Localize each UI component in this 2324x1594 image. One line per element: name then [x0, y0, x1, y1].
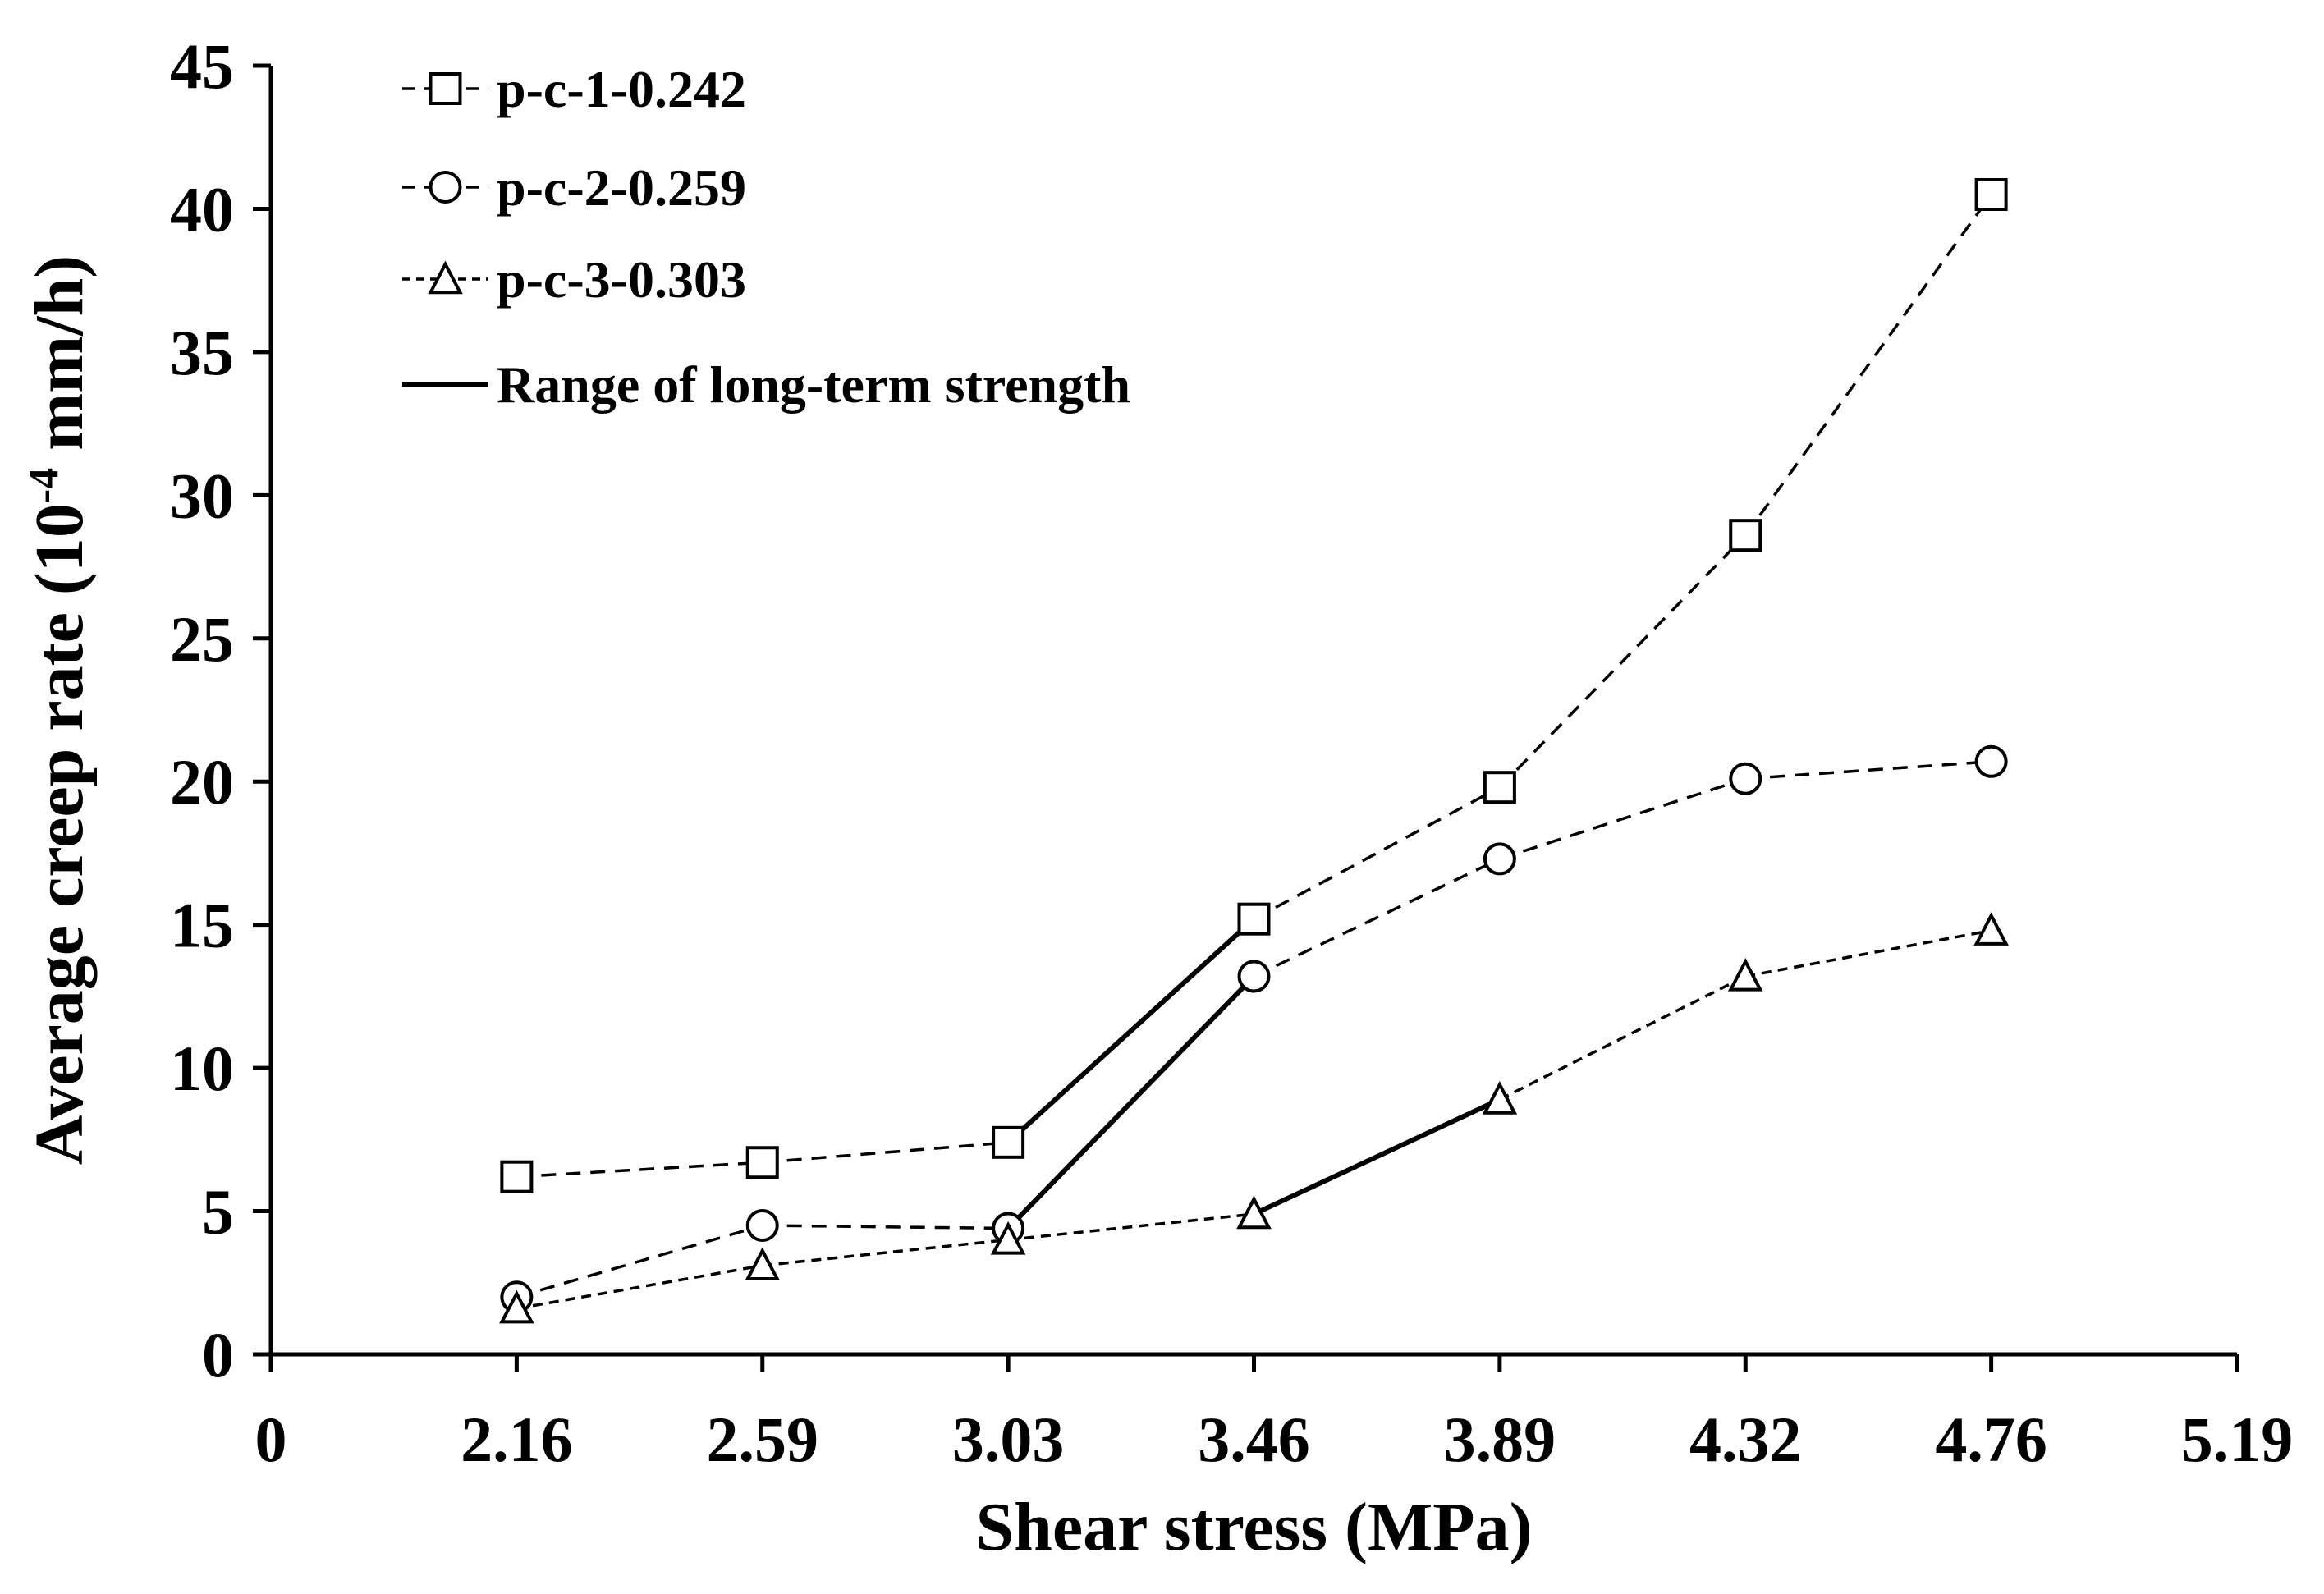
x-tick-label: 4.76 — [1935, 1404, 2047, 1475]
series-1-point — [500, 1160, 534, 1193]
y-tick-label: 5 — [202, 1176, 234, 1248]
legend-label-series-2: p-c-2-0.259 — [497, 158, 746, 217]
series-3-point — [745, 1247, 781, 1281]
series-3-segment — [1499, 974, 1747, 1102]
series-1-segment — [1744, 193, 1993, 537]
series-2-segment — [1745, 760, 1992, 781]
series-3-segment — [762, 1238, 1009, 1267]
legend-label-series-3: p-c-3-0.303 — [497, 250, 746, 309]
series-3-point — [990, 1221, 1026, 1255]
series-2-segment — [1253, 857, 1501, 978]
legend: p-c-1-0.242 p-c-2-0.259 p-c-3-0.303 Range o… — [402, 60, 1130, 414]
y-tick-label: 20 — [170, 746, 234, 818]
series-1-segment — [762, 1141, 1009, 1164]
x-tick-label: 3.89 — [1444, 1404, 1556, 1475]
series-3-segment — [1744, 928, 1992, 978]
series-2-segment — [762, 1224, 1009, 1230]
y-tick-label: 35 — [170, 317, 234, 388]
long-term-strength-segment — [1006, 974, 1256, 1230]
y-tick-label: 15 — [170, 890, 234, 961]
series-2-point — [745, 1209, 779, 1242]
series-lines — [516, 193, 1993, 1310]
x-tick-label: 3.03 — [952, 1404, 1065, 1475]
x-axis-title: Shear stress (MPa) — [975, 1489, 1532, 1565]
series-1-point — [1974, 178, 2008, 211]
series-2-point — [1237, 960, 1271, 993]
series-1-segment — [1498, 534, 1747, 789]
x-tick-label: 4.32 — [1689, 1404, 1802, 1475]
series-3-point — [1482, 1080, 1518, 1115]
series-3-point — [1236, 1195, 1272, 1230]
y-tick-label: 0 — [202, 1319, 234, 1390]
series-markers — [499, 178, 2009, 1324]
series-1-segment — [1253, 786, 1501, 921]
legend-marker-series-2 — [429, 171, 462, 204]
y-tick-label: 10 — [170, 1033, 234, 1104]
series-1-segment — [516, 1161, 763, 1179]
legend-marker-series-3 — [428, 260, 463, 295]
x-tick-label: 3.46 — [1198, 1404, 1310, 1475]
y-tick-label: 25 — [170, 603, 234, 675]
x-tick-label: 5.19 — [2181, 1404, 2294, 1475]
series-2-segment — [516, 1224, 763, 1299]
y-axis-title-superscript: -4 — [21, 468, 67, 503]
series-3-segment — [516, 1264, 763, 1310]
x-tick-label: 2.59 — [707, 1404, 819, 1475]
y-axis-title-main: Average creep rate (10 — [21, 503, 98, 1165]
long-term-strength-segment — [1006, 917, 1256, 1145]
series-2-point — [1974, 744, 2008, 778]
series-1-point — [992, 1125, 1025, 1159]
legend-label-range: Range of long-term strength — [497, 355, 1130, 414]
series-1-point — [1729, 519, 1762, 552]
series-1-point — [745, 1146, 779, 1179]
series-1-point — [1237, 902, 1271, 936]
legend-label-series-1: p-c-1-0.242 — [497, 60, 746, 118]
series-3-point — [1973, 912, 2009, 946]
series-3-segment — [1007, 1212, 1254, 1242]
series-2-point — [1483, 842, 1516, 876]
series-2-segment — [1499, 777, 1746, 861]
x-tick-label: 2.16 — [461, 1404, 573, 1475]
y-tick-label: 40 — [170, 173, 234, 245]
series-2-point — [1729, 762, 1762, 795]
y-axis-title-unit: mm/h) — [21, 255, 98, 468]
long-term-strength-segment — [1253, 1097, 1501, 1216]
series-1-point — [1483, 771, 1516, 804]
x-tick-label: 0 — [255, 1404, 287, 1475]
legend-marker-series-1 — [429, 72, 462, 105]
y-tick-label: 30 — [170, 460, 234, 531]
series-3-point — [499, 1289, 534, 1324]
series-3-point — [1727, 957, 1763, 992]
ticks: 0 5 10 15 20 25 30 35 40 45 0 2.16 2.59 3.03 3.46 3.89 4… — [170, 30, 2293, 1475]
y-axis-title: Average creep rate (10-4 mm/h) — [21, 255, 98, 1165]
y-tick-label: 45 — [170, 30, 234, 102]
